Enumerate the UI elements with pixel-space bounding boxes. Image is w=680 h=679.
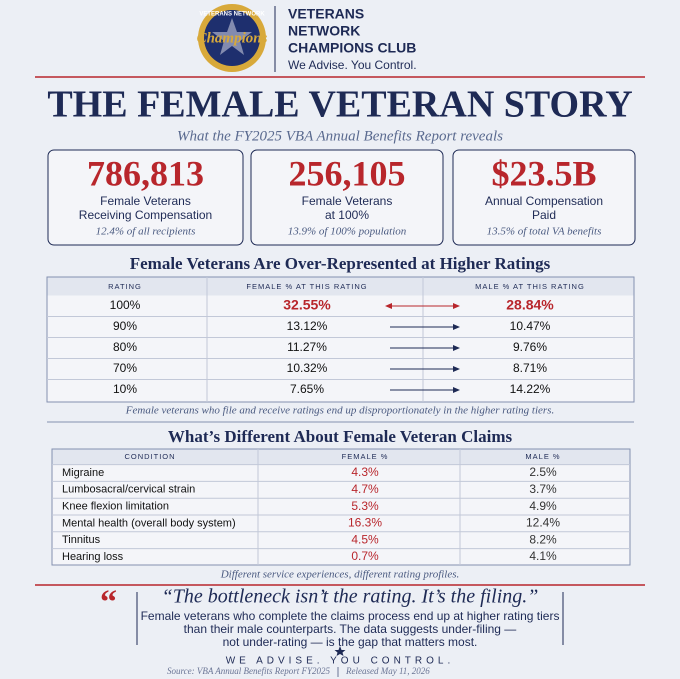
org-line: CHAMPIONS CLUB xyxy=(288,40,416,56)
caption: Female veterans who file and receive rat… xyxy=(125,405,554,417)
stat-value: $23.5B xyxy=(491,153,596,193)
header-row xyxy=(47,277,634,296)
arrow-head xyxy=(453,387,460,393)
cell: 10.32% xyxy=(287,361,328,375)
logo-bottom: CLUB xyxy=(224,61,241,67)
column-header: CONDITION xyxy=(124,452,175,461)
cell: 12.4% xyxy=(526,516,560,530)
cell: 5.3% xyxy=(351,499,379,513)
quote-body: than their male counterparts. The data s… xyxy=(184,622,517,636)
cell: 4.3% xyxy=(351,465,379,479)
org-line: VETERANS xyxy=(288,6,364,22)
stat-value: 256,105 xyxy=(289,153,406,193)
logo-script: Champions xyxy=(197,30,268,46)
star xyxy=(334,646,346,656)
cell: 4.7% xyxy=(351,482,379,496)
cell: 8.71% xyxy=(513,361,547,375)
stat-label: Annual Compensation xyxy=(485,194,603,208)
cell: Lumbosacral/cervical strain xyxy=(62,484,195,496)
arrow-head xyxy=(453,366,460,372)
stat-card xyxy=(47,149,244,246)
org-line: NETWORK xyxy=(288,23,360,39)
column-header: MALE % xyxy=(525,452,560,461)
ratings-table xyxy=(46,276,635,403)
header-row xyxy=(52,449,630,465)
cell: 0.7% xyxy=(351,549,379,563)
stat-note: 13.9% of 100% population xyxy=(288,226,407,238)
quote-body: not under-rating — is the gap that matte… xyxy=(223,635,478,649)
stat-note: 12.4% of all recipients xyxy=(96,226,196,238)
cell: Knee flexion limitation xyxy=(62,501,169,513)
cell: 3.7% xyxy=(529,482,557,496)
logo-star xyxy=(212,18,252,55)
cell: 10% xyxy=(113,382,137,396)
cell: 4.5% xyxy=(351,532,379,546)
stat-card xyxy=(452,149,636,246)
arrow-head xyxy=(385,303,392,309)
quote-headline: “The bottleneck isn’t the rating. It’s t… xyxy=(162,586,539,608)
arrow-head xyxy=(453,345,460,351)
cell: Tinnitus xyxy=(62,534,101,546)
stat-label: Female Veterans xyxy=(100,194,191,208)
arrow-head xyxy=(453,303,460,309)
caption: Different service experiences, different… xyxy=(220,569,460,581)
logo xyxy=(198,4,266,72)
cell: 10.47% xyxy=(510,319,551,333)
quote-body: Female veterans who complete the claims … xyxy=(141,609,560,623)
cell: 80% xyxy=(113,340,137,354)
tagline: We Advise. You Control. xyxy=(288,58,417,72)
cell: 8.2% xyxy=(529,532,557,546)
cell: 7.65% xyxy=(290,382,324,396)
arrow-head xyxy=(453,324,460,330)
cell: 11.27% xyxy=(287,340,327,354)
cell: 2.5% xyxy=(529,465,557,479)
section-title: Female Veterans Are Over-Represented at … xyxy=(130,254,551,273)
cell: 4.1% xyxy=(529,549,557,563)
section-title: What’s Different About Female Veteran Cl… xyxy=(168,427,513,446)
conditions-table xyxy=(51,448,631,566)
cell: 28.84% xyxy=(506,297,554,313)
released: Released May 11, 2026 xyxy=(345,666,430,676)
cell: 13.12% xyxy=(287,319,328,333)
cell: Hearing loss xyxy=(62,551,124,563)
cell: 16.3% xyxy=(348,516,382,530)
cell: Migraine xyxy=(62,467,104,479)
column-header: FEMALE % xyxy=(342,452,389,461)
column-header: RATING xyxy=(108,282,142,291)
cell: 9.76% xyxy=(513,340,547,354)
cell: Mental health (overall body system) xyxy=(62,517,236,529)
stat-label: Female Veterans xyxy=(302,194,393,208)
column-header: FEMALE % AT THIS RATING xyxy=(246,282,367,291)
stat-note: 13.5% of total VA benefits xyxy=(487,226,602,238)
quote-mark: “ xyxy=(100,584,117,621)
cell: 100% xyxy=(110,298,141,312)
stat-label: at 100% xyxy=(325,208,369,222)
stat-value: 786,813 xyxy=(87,153,204,193)
stat-label: Paid xyxy=(532,208,556,222)
cell: 4.9% xyxy=(529,499,557,513)
stat-label: Receiving Compensation xyxy=(79,208,212,222)
subtitle: What the FY2025 VBA Annual Benefits Repo… xyxy=(177,128,503,144)
cell: 14.22% xyxy=(510,382,551,396)
source: Source: VBA Annual Benefits Report FY202… xyxy=(167,666,331,676)
cell: 90% xyxy=(113,319,137,333)
logo-top: VETERANS NETWORK xyxy=(199,12,265,18)
column-header: MALE % AT THIS RATING xyxy=(475,282,585,291)
title: THE FEMALE VETERAN STORY xyxy=(47,84,632,126)
cell: 32.55% xyxy=(283,297,331,313)
motto: WE ADVISE. YOU CONTROL. xyxy=(226,656,455,667)
stat-card xyxy=(250,149,444,246)
cell: 70% xyxy=(113,361,137,375)
